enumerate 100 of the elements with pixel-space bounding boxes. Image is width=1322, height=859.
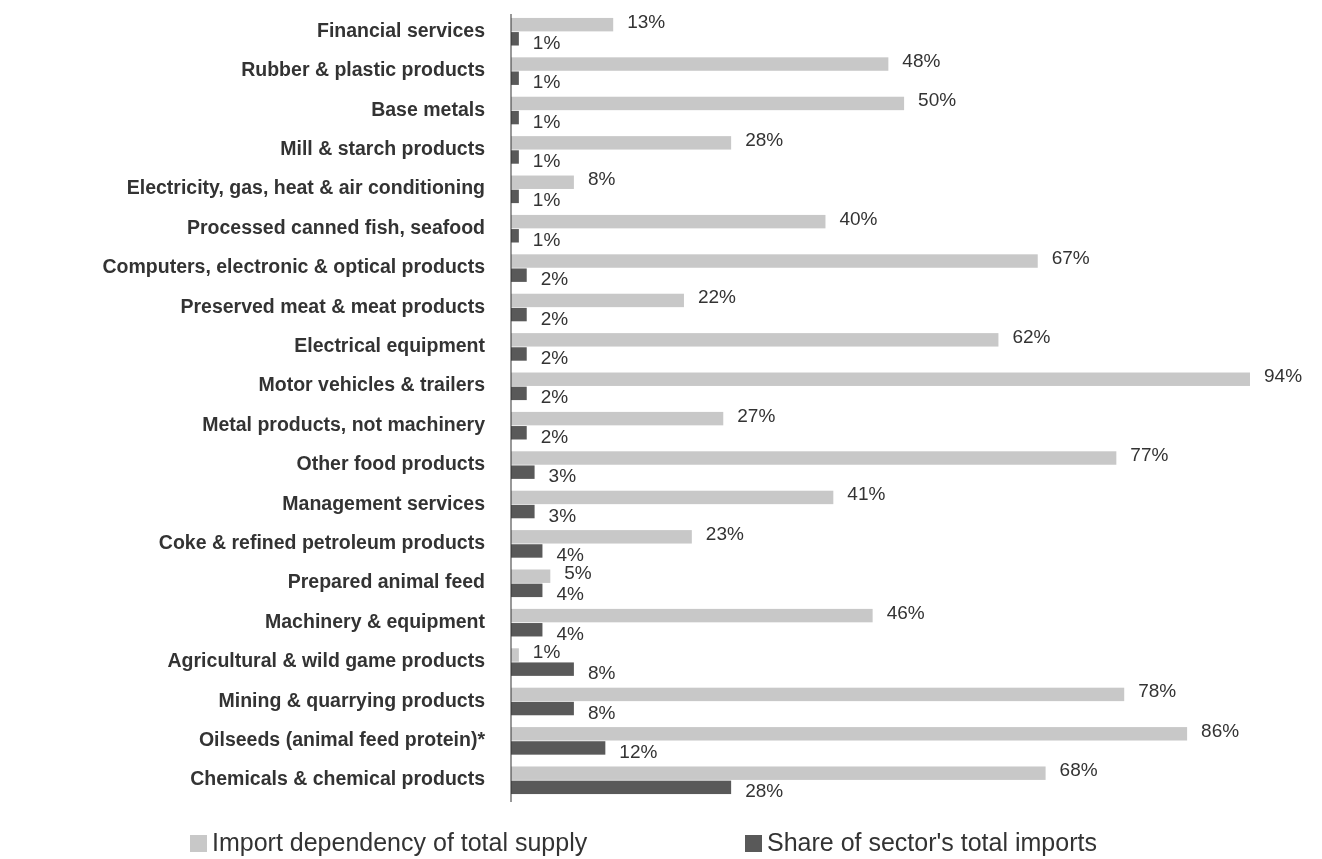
y-tick-label: Management services xyxy=(282,491,486,514)
data-label: 86% xyxy=(1201,719,1240,741)
bar xyxy=(511,701,574,716)
y-tick-label: Preserved meat & meat products xyxy=(180,294,486,317)
data-label: 12% xyxy=(619,740,658,762)
y-tick-label: Machinery & equipment xyxy=(265,609,486,632)
data-label: 2% xyxy=(540,346,569,368)
data-label: 3% xyxy=(548,504,577,526)
bar xyxy=(511,386,527,401)
bar xyxy=(511,136,732,150)
data-label: 77% xyxy=(1130,444,1169,466)
bar xyxy=(511,727,1188,741)
bar xyxy=(511,465,535,479)
y-tick-label: Oilseeds (animal feed protein)* xyxy=(198,728,486,751)
y-tick-label: Financial services xyxy=(316,18,486,41)
bar xyxy=(511,623,543,637)
data-label: 1% xyxy=(532,150,561,172)
data-label: 1% xyxy=(532,110,561,132)
data-label: 3% xyxy=(548,465,577,487)
legend-label: Share of sector's total imports xyxy=(767,827,1097,856)
data-label: 40% xyxy=(839,207,878,229)
y-tick-label: Prepared animal feed xyxy=(287,570,485,593)
bar xyxy=(511,766,1046,780)
data-label: 1% xyxy=(532,189,561,211)
y-tick-label: Metal products, not machinery xyxy=(202,412,486,435)
data-label: 2% xyxy=(540,386,569,408)
data-label: 1% xyxy=(532,228,561,250)
bar xyxy=(511,451,1117,465)
y-tick-label: Mill & starch products xyxy=(280,137,486,160)
bar xyxy=(511,411,724,426)
bar xyxy=(511,229,519,243)
data-label: 28% xyxy=(745,128,784,150)
bar xyxy=(511,490,834,505)
data-label: 4% xyxy=(556,583,585,605)
bar xyxy=(511,426,527,440)
data-label: 67% xyxy=(1051,247,1090,269)
y-tick-label: Electricity, gas, heat & air conditioning xyxy=(126,176,485,199)
legend-label: Import dependency of total supply xyxy=(212,827,588,856)
y-tick-label: Rubber & plastic products xyxy=(241,58,486,81)
bar xyxy=(511,347,527,361)
data-label: 46% xyxy=(886,601,925,623)
data-label: 8% xyxy=(587,168,616,190)
bar xyxy=(511,333,999,347)
bar xyxy=(511,214,826,229)
bar xyxy=(511,307,527,322)
bar xyxy=(511,175,574,189)
y-tick-label: Chemicals & chemical products xyxy=(190,767,486,790)
data-label: 1% xyxy=(532,641,561,663)
bar xyxy=(511,608,873,623)
data-label: 1% xyxy=(532,71,561,93)
bar xyxy=(511,504,535,519)
y-tick-label: Motor vehicles & trailers xyxy=(258,373,486,396)
data-label: 22% xyxy=(697,286,737,308)
bar xyxy=(511,268,527,282)
data-label: 2% xyxy=(540,307,569,329)
y-tick-label: Coke & refined petroleum products xyxy=(158,531,486,554)
data-label: 4% xyxy=(556,622,585,644)
data-label: 13% xyxy=(627,10,666,32)
data-label: 2% xyxy=(540,268,569,290)
data-label: 78% xyxy=(1138,680,1177,702)
bar xyxy=(511,96,905,111)
bar xyxy=(511,57,889,71)
data-label: 28% xyxy=(745,780,784,802)
data-label: 5% xyxy=(564,562,592,584)
data-label: 1% xyxy=(532,31,561,53)
y-tick-label: Mining & quarrying products xyxy=(218,688,486,711)
data-label: 27% xyxy=(737,404,776,426)
bar xyxy=(511,32,519,46)
bar xyxy=(511,530,692,544)
bar xyxy=(511,17,614,32)
data-label: 62% xyxy=(1012,325,1051,347)
y-tick-label: Processed canned fish, seafood xyxy=(186,215,485,238)
bar xyxy=(511,583,543,598)
y-tick-label: Electrical equipment xyxy=(294,334,486,357)
bar xyxy=(511,372,1250,386)
bar xyxy=(511,293,684,308)
data-label: 8% xyxy=(587,701,616,723)
data-label: 8% xyxy=(587,662,616,684)
data-label: 4% xyxy=(556,543,585,565)
y-tick-label: Computers, electronic & optical products xyxy=(102,255,486,278)
bar xyxy=(511,569,551,583)
data-label: 41% xyxy=(847,483,886,505)
y-tick-label: Base metals xyxy=(371,97,486,120)
y-tick-label: Other food products xyxy=(296,452,486,475)
data-label: 23% xyxy=(705,522,744,544)
bar xyxy=(511,780,732,795)
bar xyxy=(511,741,606,755)
data-label: 68% xyxy=(1059,759,1098,781)
data-label: 50% xyxy=(918,89,957,111)
data-label: 48% xyxy=(902,50,941,72)
bar xyxy=(511,150,519,164)
bar xyxy=(511,687,1125,702)
data-label: 94% xyxy=(1264,365,1303,387)
bar xyxy=(511,544,543,558)
y-tick-label: Agricultural & wild game products xyxy=(167,649,486,672)
bar xyxy=(511,662,574,676)
bar xyxy=(511,71,519,85)
bar xyxy=(511,648,519,662)
bar xyxy=(511,254,1038,268)
data-label: 2% xyxy=(540,425,569,447)
